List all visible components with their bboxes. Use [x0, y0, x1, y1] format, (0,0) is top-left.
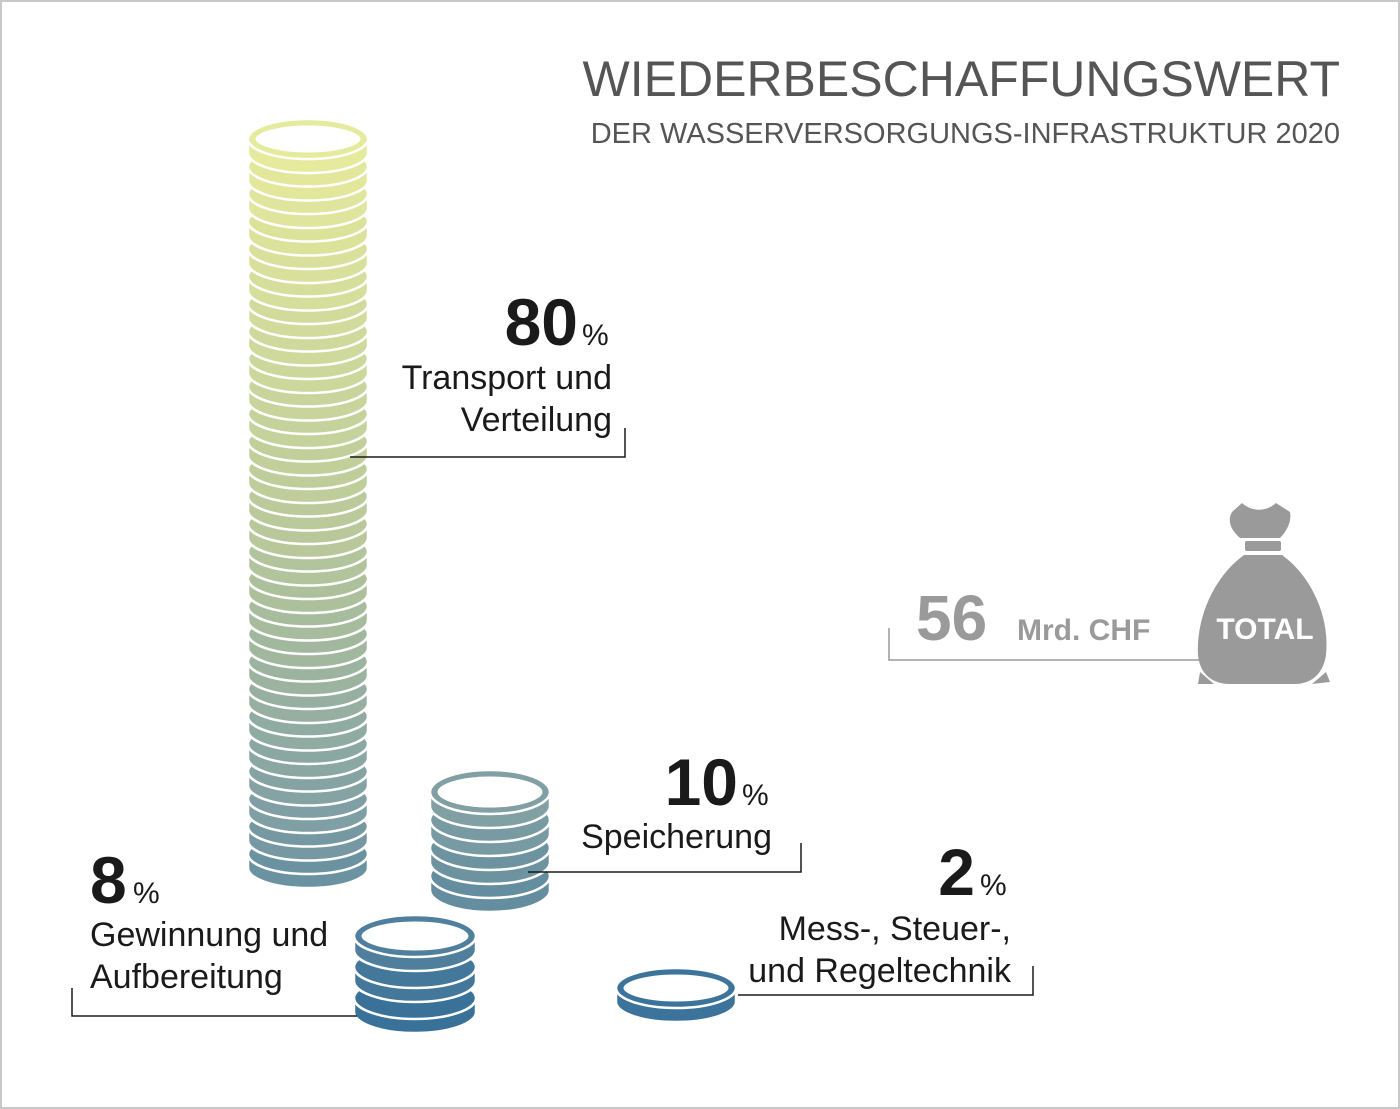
- percent-sign: %: [133, 877, 160, 910]
- leader-line: [71, 988, 357, 1017]
- segment-label-gewinnung: 8 % Gewinnung und Aufbereitung: [71, 843, 357, 1017]
- coin-stack-messtechnik: [614, 966, 738, 1024]
- total-leader-line: [888, 628, 1205, 661]
- coin-face: [358, 918, 472, 954]
- segment-label-transport: 80 % Transport und Verteilung: [350, 285, 626, 458]
- category-label-line2: Verteilung: [461, 401, 612, 439]
- category-label-line2: Aufbereitung: [90, 958, 283, 996]
- category-label: Speicherung: [581, 818, 772, 856]
- money-bag-icon: [1197, 503, 1330, 684]
- coin-stack-speicherung: [428, 768, 552, 914]
- coin-face: [434, 773, 546, 811]
- total-unit: Mrd. CHF: [1017, 614, 1150, 647]
- total-block: 56 Mrd. CHF TOTAL: [888, 503, 1330, 684]
- percent-sign: %: [742, 779, 769, 812]
- coin-stack-transport: [246, 117, 370, 890]
- chart-subtitle: DER WASSERVERSORGUNGS-INFRASTRUKTUR 2020: [591, 118, 1340, 150]
- total-value: 56: [916, 582, 987, 654]
- category-label-line1: Transport und: [402, 359, 612, 397]
- leader-line: [528, 843, 802, 873]
- coin-face: [252, 122, 364, 156]
- value-label: 10: [665, 745, 738, 819]
- percent-sign: %: [980, 869, 1007, 902]
- leader-line: [350, 428, 626, 458]
- coin-stack-gewinnung: [352, 913, 478, 1035]
- chart-title: WIEDERBESCHAFFUNGSWERT: [583, 51, 1340, 107]
- value-label: 2: [938, 835, 975, 909]
- value-label: 80: [505, 285, 578, 359]
- category-label-line1: Mess-, Steuer-,: [779, 910, 1011, 948]
- leader-line: [738, 966, 1034, 996]
- percent-sign: %: [582, 319, 609, 352]
- total-badge-label: TOTAL: [1216, 613, 1313, 646]
- category-label-line2: und Regeltechnik: [748, 952, 1012, 990]
- segment-label-messtechnik: 2 % Mess-, Steuer-, und Regeltechnik: [738, 835, 1034, 996]
- coin-face: [620, 971, 732, 1005]
- segment-label-speicherung: 10 % Speicherung: [528, 745, 802, 873]
- category-label-line1: Gewinnung und: [90, 916, 328, 954]
- value-label: 8: [90, 843, 127, 917]
